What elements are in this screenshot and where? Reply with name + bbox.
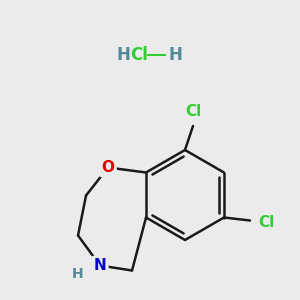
Text: N: N [94, 258, 106, 273]
Text: H: H [72, 266, 84, 280]
Text: Cl: Cl [258, 215, 274, 230]
Text: H: H [116, 46, 130, 64]
Text: O: O [101, 160, 115, 175]
Text: Cl: Cl [130, 46, 148, 64]
Text: H: H [168, 46, 182, 64]
Text: Cl: Cl [185, 104, 201, 119]
